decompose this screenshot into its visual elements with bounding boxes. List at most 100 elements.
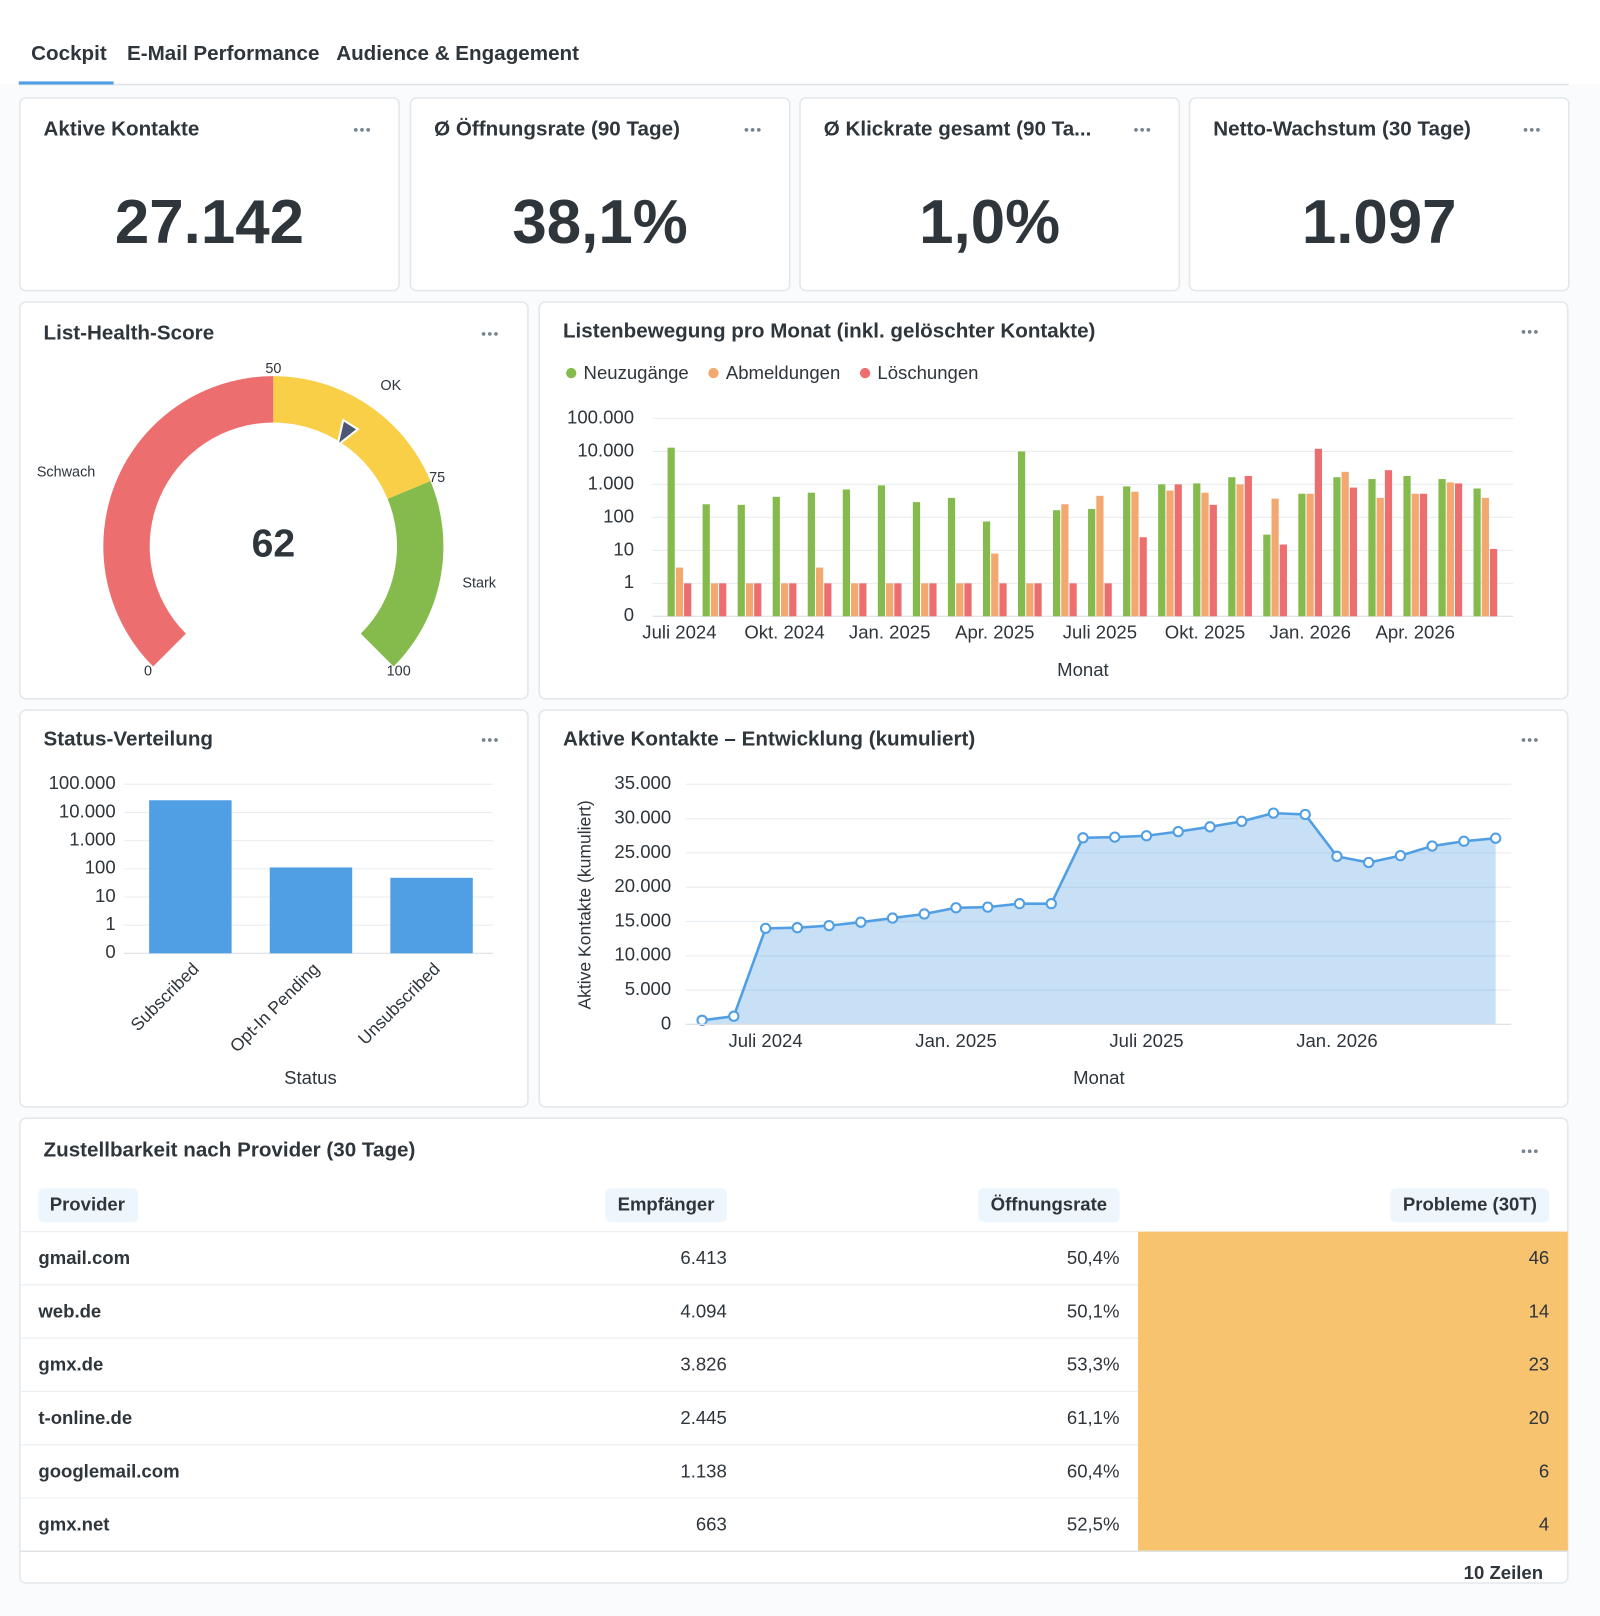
y-tick-label: 0 xyxy=(624,604,634,625)
menu-dot xyxy=(487,738,492,742)
column-header[interactable]: Öffnungsrate xyxy=(991,1194,1107,1215)
bar xyxy=(1419,493,1428,617)
table-cell: 3.826 xyxy=(680,1354,726,1375)
header-pill xyxy=(605,1188,727,1223)
provider-cell[interactable]: t-online.de xyxy=(38,1407,132,1428)
point xyxy=(886,912,899,924)
menu-dot xyxy=(1527,330,1532,334)
menu-dot xyxy=(1527,1149,1532,1154)
bar xyxy=(1438,479,1446,617)
y-tick-label: 1.000 xyxy=(69,829,115,850)
bar xyxy=(807,492,815,617)
bar xyxy=(982,521,991,617)
legend-label[interactable]: Neuzugänge xyxy=(584,362,689,383)
point xyxy=(1267,807,1280,819)
table-cell: 2.445 xyxy=(680,1407,726,1428)
tab[interactable]: E-Mail Performance xyxy=(127,42,319,65)
y-tick-label: 30.000 xyxy=(614,807,671,828)
column-header[interactable]: Probleme (30T) xyxy=(1403,1194,1537,1215)
bar xyxy=(667,447,675,617)
point xyxy=(1489,832,1502,844)
bar xyxy=(1411,493,1419,617)
bar xyxy=(999,583,1007,617)
x-tick-label: Apr. 2025 xyxy=(955,622,1034,643)
point xyxy=(823,919,835,932)
bar xyxy=(842,489,850,617)
bar xyxy=(964,583,972,617)
legend-dot xyxy=(566,367,577,379)
bar xyxy=(1384,470,1393,617)
bar xyxy=(269,867,353,954)
column-header[interactable]: Empfänger xyxy=(618,1194,715,1215)
point xyxy=(696,1014,708,1026)
gauge-tick-label: 75 xyxy=(429,470,445,486)
menu-dot xyxy=(1521,738,1526,742)
x-axis-label: Monat xyxy=(1057,659,1109,680)
y-tick-label: 1.000 xyxy=(588,472,634,493)
x-tick-label: Juli 2025 xyxy=(1063,622,1137,643)
table-cell: 14 xyxy=(1529,1300,1550,1321)
card-title: Aktive Kontakte xyxy=(44,117,200,140)
bar xyxy=(789,583,797,617)
table-cell: 6 xyxy=(1539,1460,1549,1481)
tab[interactable]: Audience & Engagement xyxy=(336,42,579,65)
bar xyxy=(1026,583,1034,617)
point xyxy=(918,908,930,920)
menu-dot xyxy=(744,128,749,132)
column-header[interactable]: Provider xyxy=(50,1194,125,1215)
provider-cell[interactable]: googlemail.com xyxy=(38,1460,179,1481)
bar xyxy=(1368,479,1376,617)
y-tick-label: 100.000 xyxy=(49,772,116,793)
menu-dot xyxy=(1534,1149,1538,1154)
gauge-band xyxy=(360,481,444,667)
point xyxy=(1140,830,1153,842)
x-tick-label: Juli 2024 xyxy=(642,622,716,643)
x-tick-label: Jan. 2025 xyxy=(915,1030,996,1051)
point xyxy=(1013,898,1026,910)
x-tick-label: Jan. 2026 xyxy=(1269,622,1350,643)
point xyxy=(1331,850,1343,863)
provider-cell[interactable]: gmail.com xyxy=(38,1247,130,1268)
y-tick-label: 100.000 xyxy=(567,406,634,427)
top-bar xyxy=(0,0,1600,85)
bar xyxy=(1228,477,1236,617)
bar xyxy=(710,583,719,617)
card-title: Aktive Kontakte – Entwicklung (kumuliert… xyxy=(563,727,975,750)
bar xyxy=(1053,510,1061,617)
table-cell: 52,5% xyxy=(1067,1514,1120,1535)
card xyxy=(799,97,1181,292)
bar xyxy=(851,583,859,617)
y-tick-label: 1 xyxy=(624,571,634,592)
menu-dot xyxy=(1534,330,1538,334)
bar xyxy=(1096,495,1104,617)
point xyxy=(1109,831,1121,843)
table-cell: 60,4% xyxy=(1067,1460,1120,1481)
legend-label[interactable]: Abmeldungen xyxy=(726,362,840,383)
legend-label[interactable]: Löschungen xyxy=(877,362,978,383)
table-cell: 46 xyxy=(1529,1247,1550,1268)
menu-dot xyxy=(487,332,492,336)
table-cell: 61,1% xyxy=(1067,1407,1120,1428)
table-cell: 20 xyxy=(1529,1407,1550,1428)
x-tick-label: Okt. 2025 xyxy=(1165,622,1245,643)
point xyxy=(855,916,867,928)
table-cell: 23 xyxy=(1529,1354,1550,1375)
y-tick-label: 20.000 xyxy=(614,875,671,896)
provider-cell[interactable]: web.de xyxy=(37,1300,101,1321)
menu-dot xyxy=(481,738,486,742)
y-tick-label: 100 xyxy=(603,505,634,526)
card-title: Listenbewegung pro Monat (inkl. gelöscht… xyxy=(563,319,1095,342)
menu-dot xyxy=(1534,738,1538,742)
provider-cell[interactable]: gmx.de xyxy=(38,1354,103,1375)
provider-cell[interactable]: gmx.net xyxy=(38,1514,109,1535)
point xyxy=(1394,849,1407,862)
menu-dot xyxy=(1529,128,1534,132)
point xyxy=(791,922,803,934)
bar xyxy=(702,504,710,617)
y-tick-label: 1 xyxy=(105,913,115,934)
table-cell: 4 xyxy=(1539,1514,1549,1535)
card-title: Status-Verteilung xyxy=(44,727,213,750)
tab[interactable]: Cockpit xyxy=(31,42,107,65)
y-tick-label: 100 xyxy=(85,857,116,878)
bar xyxy=(1446,482,1454,617)
